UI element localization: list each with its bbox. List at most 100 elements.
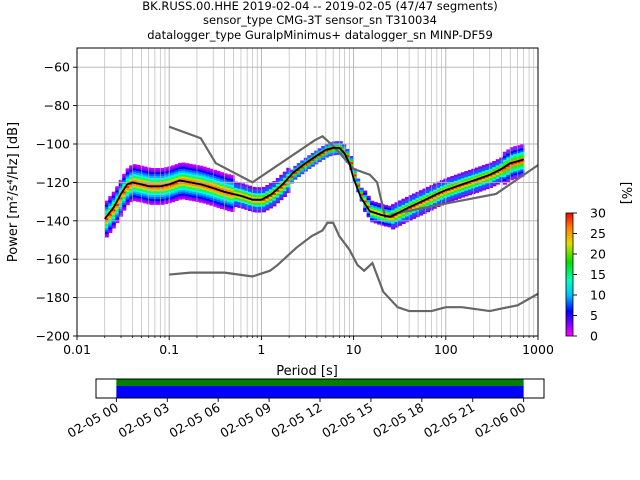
ppsd-cell [164,188,169,191]
ppsd-cell [153,187,158,190]
ppsd-cell [293,175,298,178]
ppsd-cell [226,189,232,192]
ppsd-cell [516,147,521,150]
ppsd-cell [136,166,141,170]
ppsd-cell [481,172,486,176]
ppsd-cell [495,178,500,181]
ppsd-cell [502,182,507,185]
ppsd-cell [401,215,406,219]
ppsd-cell [509,177,514,181]
ppsd-cell [115,192,120,195]
ppsd-cell [513,163,518,166]
ppsd-cell [153,194,158,198]
ppsd-cell [143,176,148,179]
ppsd-cell [366,205,371,208]
ppsd-cell [502,168,507,172]
ppsd-cell [171,165,176,168]
ppsd-cell [192,189,197,192]
ppsd-cell [226,195,232,198]
ppsd-cell [108,205,113,209]
ppsd-cell [422,202,427,205]
ppsd-cell [164,176,169,180]
ppsd-cell [226,174,232,177]
ppsd-cell [202,185,207,189]
ppsd-cell [174,189,179,192]
ppsd-cell [495,182,500,185]
ppsd-cell [432,183,438,186]
ppsd-cell [331,153,336,156]
ppsd-cell [478,189,483,192]
ppsd-cell [233,197,239,200]
ppsd-cell [415,199,420,202]
ppsd-cell [247,199,252,202]
ppsd-cell [331,143,336,146]
ppsd-cell [506,170,511,173]
ppsd-cell [377,216,382,219]
ppsd-cell [450,175,455,179]
ppsd-cell [391,206,396,209]
ppsd-cell [185,195,190,199]
ppsd-cell [160,177,165,180]
ppsd-cell [258,210,263,213]
ppsd-cell [460,176,465,179]
ppsd-cell [129,194,134,197]
ppsd-cell [509,172,514,175]
ppsd-cell [136,184,141,187]
ppsd-cell [150,202,155,205]
ppsd-cell [422,188,427,191]
ppsd-cell [188,192,193,195]
ppsd-cell [286,186,291,190]
ppsd-cell [143,193,148,196]
ppsd-cell [115,220,120,224]
ppsd-cell [160,196,165,200]
ppsd-cell [303,159,308,162]
ppsd-cell [492,162,497,166]
ppsd-cell [506,172,511,175]
ppsd-cell [488,176,493,179]
ppsd-cell [108,221,113,224]
ppsd-cell [425,188,431,192]
ppsd-cell [359,193,364,196]
ppsd-cell [132,191,137,194]
ppsd-cell [321,146,326,149]
ppsd-cell [195,167,200,170]
ppsd-cell [157,194,162,198]
ppsd-cell [212,179,218,182]
ppsd-cell [450,189,455,192]
ppsd-cell [314,150,319,153]
ppsd-cell [401,206,406,209]
ppsd-cell [199,200,204,203]
ppsd-cell [199,196,204,199]
ppsd-cell [467,173,472,177]
ppsd-cell [206,190,211,194]
ppsd-cell [418,190,424,193]
ppsd-cell [366,213,371,216]
ppsd-cell [436,195,441,198]
ppsd-cell [268,194,273,197]
ppsd-cell [115,186,120,189]
ppsd-cell [206,202,211,205]
ppsd-cell [384,205,389,208]
ppsd-cell [502,178,507,181]
ppsd-cell [321,147,326,151]
ppsd-cell [185,192,190,195]
ppsd-cell [226,187,232,191]
ppsd-cell [516,149,521,152]
ppsd-cell [153,171,158,175]
ppsd-cell [321,155,326,158]
ppsd-cell [282,183,287,186]
ppsd-cell [125,176,130,179]
ppsd-cell [464,180,469,183]
ppsd-cell [171,196,176,199]
ppsd-cell [174,190,179,194]
ppsd-cell [282,175,287,178]
ppsd-cell [136,172,141,175]
ppsd-cell [460,193,465,196]
ppsd-cell [425,198,431,201]
ppsd-cell [122,194,127,198]
ppsd-cell [157,189,162,192]
ppsd-cell [317,157,322,161]
ppsd-cell [450,191,455,194]
ppsd-cell [195,170,200,174]
ppsd-cell [275,181,280,185]
